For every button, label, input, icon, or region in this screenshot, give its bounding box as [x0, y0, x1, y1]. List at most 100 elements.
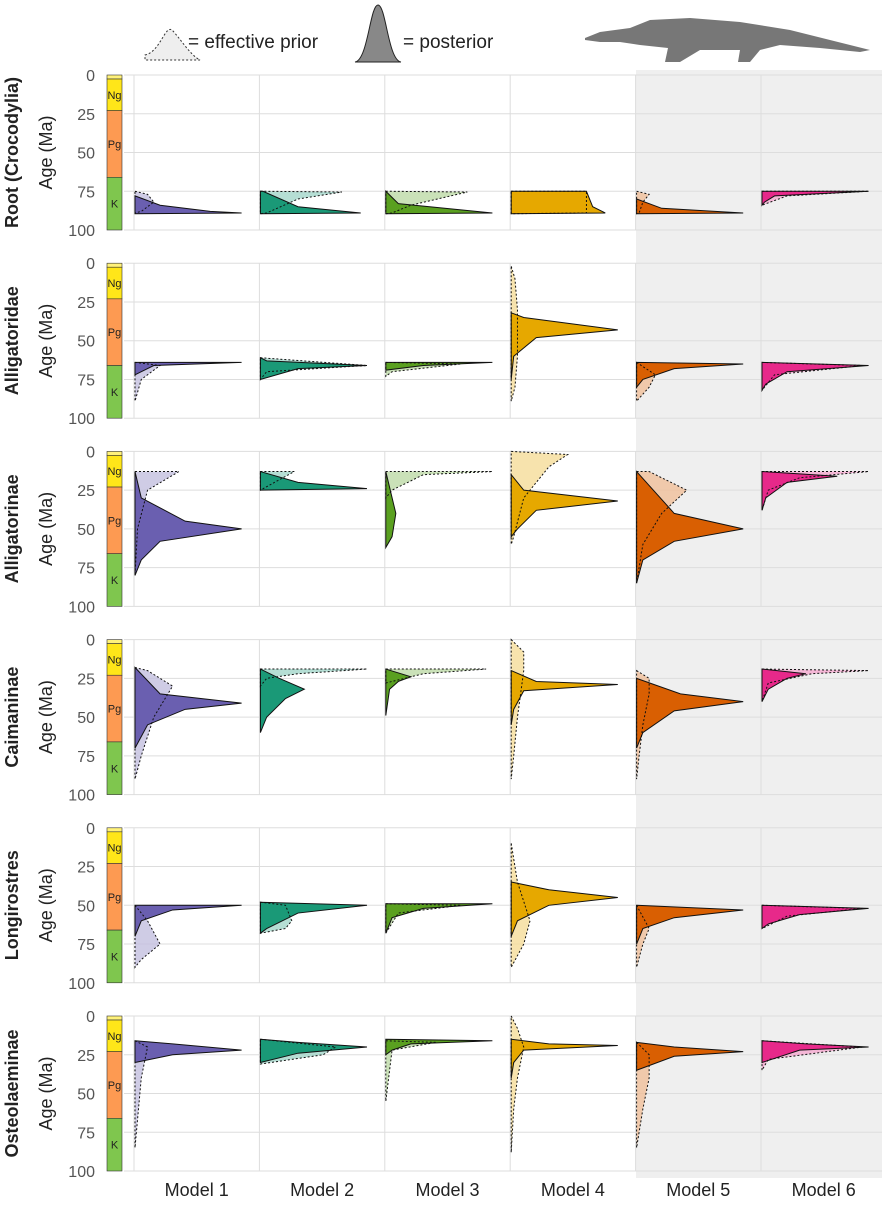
clade-label: Caimaninae — [2, 667, 22, 768]
prior-outline — [259, 901, 293, 934]
period-label: Ng — [107, 1031, 121, 1043]
prior-outline — [134, 666, 174, 780]
y-tick-label: 0 — [86, 1009, 95, 1026]
clade-label: Alligatorinae — [2, 474, 22, 583]
prior-outline — [761, 190, 869, 206]
prior-fill — [511, 451, 568, 545]
posterior — [134, 1040, 242, 1064]
period-label: K — [111, 575, 119, 587]
posterior — [385, 1038, 493, 1056]
y-tick-label: 100 — [68, 976, 95, 993]
y-tick-label: 100 — [68, 223, 95, 240]
y-tick-label: 100 — [68, 599, 95, 616]
period-label: Pg — [108, 892, 121, 904]
prior-fill — [385, 191, 468, 214]
period-label: Ng — [107, 278, 121, 290]
posterior — [259, 1038, 368, 1064]
period-band — [106, 1015, 123, 1021]
prior-fill — [135, 471, 179, 576]
posterior-icon — [354, 4, 402, 63]
period-band — [106, 827, 123, 833]
model-label: Model 3 — [415, 1180, 479, 1200]
period-label: Ng — [107, 466, 121, 478]
y-tick-label: 25 — [77, 671, 95, 688]
prior-outline — [636, 190, 651, 215]
period-label: Ng — [107, 654, 121, 666]
y-tick-label: 0 — [86, 633, 95, 650]
axis-label: Age (Ma) — [36, 115, 56, 189]
prior-outline — [636, 471, 688, 584]
y-tick-label: 75 — [77, 749, 95, 766]
clade-label: Alligatoridae — [2, 286, 22, 395]
model-label: Model 1 — [165, 1180, 229, 1200]
period-label: K — [111, 199, 119, 211]
y-tick-label: 75 — [77, 937, 95, 954]
axis-label: Age (Ma) — [36, 1056, 56, 1130]
y-tick-label: 100 — [68, 411, 95, 428]
prior-outline — [134, 361, 162, 402]
period-band — [106, 177, 123, 231]
y-tick-label: 50 — [77, 146, 95, 163]
y-tick-label: 25 — [77, 295, 95, 312]
period-band — [106, 451, 123, 456]
period-label: Pg — [108, 515, 121, 527]
period-band — [106, 365, 123, 419]
crocodile-silhouette — [585, 18, 870, 62]
model-label: Model 6 — [792, 1180, 856, 1200]
period-label: K — [111, 1140, 119, 1152]
y-tick-label: 25 — [77, 860, 95, 877]
period-label: Pg — [108, 1080, 121, 1092]
posterior — [259, 190, 361, 215]
prior-outline — [761, 904, 863, 930]
period-label: Ng — [107, 90, 121, 102]
prior-outline — [636, 1041, 650, 1148]
prior-outline — [636, 361, 657, 403]
prior-outline — [134, 190, 155, 214]
prior-outline — [134, 471, 181, 576]
y-tick-label: 50 — [77, 522, 95, 539]
prior-fill — [135, 1040, 148, 1148]
legend: = effective prior = posterior — [144, 4, 870, 63]
posterior — [510, 312, 618, 380]
posterior — [134, 361, 242, 376]
prior-outline — [259, 357, 368, 381]
prior-outline — [510, 843, 531, 968]
clade-label: Longirostres — [2, 850, 22, 960]
axis-label: Age (Ma) — [36, 492, 56, 566]
prior-outline — [761, 361, 863, 392]
y-tick-label: 100 — [68, 1164, 95, 1181]
posterior — [259, 901, 368, 935]
prior-fill — [385, 471, 493, 498]
period-band — [106, 553, 123, 607]
prior-outline — [510, 190, 587, 215]
posterior — [385, 668, 413, 716]
y-tick-label: 0 — [86, 444, 95, 461]
axis-label: Age (Ma) — [36, 868, 56, 942]
model-label: Model 2 — [290, 1180, 354, 1200]
posterior — [259, 668, 306, 733]
period-band — [106, 262, 123, 268]
prior-fill — [260, 669, 367, 687]
posterior — [510, 190, 606, 215]
axis-label: Age (Ma) — [36, 304, 56, 378]
prior-outline — [510, 450, 570, 545]
y-tick-label: 25 — [77, 107, 95, 124]
axis-label: Age (Ma) — [36, 680, 56, 754]
period-band — [106, 741, 123, 795]
model-label: Model 5 — [666, 1180, 730, 1200]
y-tick-label: 25 — [77, 1048, 95, 1065]
posterior — [510, 1038, 618, 1079]
period-label: Pg — [108, 704, 121, 716]
prior-outline — [134, 1039, 149, 1148]
legend-prior: = effective prior — [188, 32, 319, 53]
prior-outline — [259, 471, 295, 491]
period-label: Pg — [108, 139, 121, 151]
period-band — [106, 74, 123, 80]
y-tick-label: 75 — [77, 1125, 95, 1142]
period-label: Ng — [107, 843, 121, 855]
period-label: K — [111, 387, 119, 399]
y-tick-label: 75 — [77, 372, 95, 389]
highlight-band — [636, 70, 882, 1178]
posterior — [510, 669, 618, 725]
